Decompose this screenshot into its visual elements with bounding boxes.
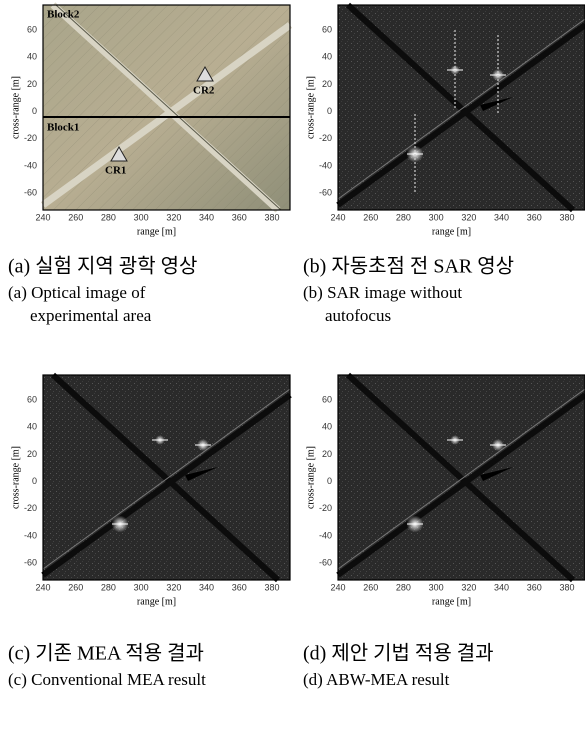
- y-tick-label: 40: [27, 52, 37, 62]
- caption-english: autofocus: [325, 306, 391, 325]
- panel: Block2 Block1 CR2 CR1 240 260 280 300 320 340 360 3…: [10, 5, 290, 237]
- x-tick-label: 240: [35, 212, 50, 222]
- annotation: Block1: [47, 122, 79, 134]
- y-tick-label: 40: [27, 422, 37, 432]
- x-tick-label: 360: [527, 212, 542, 222]
- x-tick-label: 360: [232, 212, 247, 222]
- page: Block2 Block1 CR2 CR1 240 260 280 300 320 340 360 3…: [0, 0, 585, 729]
- caption-korean: (a) 실험 지역 광학 영상: [8, 255, 197, 278]
- y-tick-label: 60: [322, 24, 332, 34]
- y-tick-label: -40: [24, 530, 37, 540]
- y-tick-label: 40: [322, 422, 332, 432]
- y-tick-label: 60: [27, 394, 37, 404]
- x-tick-label: 240: [330, 212, 345, 222]
- y-tick-label: -20: [319, 133, 332, 143]
- x-tick-label: 380: [264, 582, 279, 592]
- x-tick-label: 340: [199, 212, 214, 222]
- y-tick-label: 0: [327, 476, 332, 486]
- x-tick-label: 280: [101, 212, 116, 222]
- panel: 240 260 280 300 320 340 360 380 60 40 20 0 -20 -40 -60…: [305, 5, 585, 237]
- x-tick-label: 300: [429, 212, 444, 222]
- y-tick-label: 20: [27, 79, 37, 89]
- x-tick-label: 280: [396, 582, 411, 592]
- y-tick-label: -20: [24, 503, 37, 513]
- caption-korean: (d) 제안 기법 적용 결과: [303, 642, 494, 665]
- x-tick-label: 300: [134, 582, 149, 592]
- y-tick-label: 40: [322, 52, 332, 62]
- y-tick-label: 0: [32, 476, 37, 486]
- y-tick-label: 60: [27, 24, 37, 34]
- x-tick-label: 380: [264, 212, 279, 222]
- y-tick-label: 20: [27, 449, 37, 459]
- y-tick-label: -60: [24, 188, 37, 198]
- x-tick-label: 240: [35, 582, 50, 592]
- x-axis-label: range [m]: [432, 596, 471, 607]
- x-tick-label: 340: [494, 582, 509, 592]
- caption-english: (b) SAR image without: [303, 283, 462, 302]
- y-tick-label: 0: [327, 106, 332, 116]
- caption-korean: (c) 기존 MEA 적용 결과: [8, 642, 204, 665]
- x-tick-label: 320: [461, 582, 476, 592]
- caption-korean: (b) 자동초점 전 SAR 영상: [303, 255, 514, 278]
- x-tick-label: 260: [68, 212, 83, 222]
- x-tick-label: 260: [363, 582, 378, 592]
- y-tick-label: 20: [322, 79, 332, 89]
- caption-english: experimental area: [30, 306, 152, 325]
- y-tick-label: -20: [24, 133, 37, 143]
- y-tick-label: -40: [319, 160, 332, 170]
- x-tick-label: 280: [396, 212, 411, 222]
- x-axis-label: range [m]: [432, 226, 471, 237]
- x-tick-label: 240: [330, 582, 345, 592]
- x-tick-label: 280: [101, 582, 116, 592]
- annotation: CR2: [193, 85, 215, 97]
- x-axis-label: range [m]: [137, 226, 176, 237]
- panel: 240 260 280 300 320 340 360 380 60 40 20 0 -20 -40 -60…: [305, 375, 585, 607]
- y-axis-label: cross-range [m]: [10, 76, 21, 139]
- caption-english: (a) Optical image of: [8, 283, 146, 302]
- x-tick-label: 360: [232, 582, 247, 592]
- caption-english: (c) Conventional MEA result: [8, 670, 206, 689]
- figure: Block2 Block1 CR2 CR1 240 260 280 300 320 340 360 3…: [0, 0, 585, 729]
- x-tick-label: 260: [68, 582, 83, 592]
- y-tick-label: -60: [319, 188, 332, 198]
- y-axis-label: cross-range [m]: [305, 446, 316, 509]
- x-axis-label: range [m]: [137, 596, 176, 607]
- x-tick-label: 340: [494, 212, 509, 222]
- y-axis-label: cross-range [m]: [305, 76, 316, 139]
- annotation: CR1: [105, 165, 126, 177]
- caption-english: (d) ABW-MEA result: [303, 670, 450, 689]
- y-tick-label: -40: [24, 160, 37, 170]
- panel: 240 260 280 300 320 340 360 380 60 40 20 0 -20 -40 -60…: [10, 375, 290, 607]
- x-tick-label: 340: [199, 582, 214, 592]
- y-tick-label: -60: [24, 558, 37, 568]
- y-tick-label: -40: [319, 530, 332, 540]
- y-tick-label: -20: [319, 503, 332, 513]
- x-tick-label: 380: [559, 582, 574, 592]
- x-tick-label: 380: [559, 212, 574, 222]
- y-tick-label: 0: [32, 106, 37, 116]
- y-tick-label: 20: [322, 449, 332, 459]
- x-tick-label: 320: [461, 212, 476, 222]
- x-tick-label: 320: [166, 212, 181, 222]
- x-tick-label: 320: [166, 582, 181, 592]
- annotation: Block2: [47, 9, 80, 21]
- y-tick-label: 60: [322, 394, 332, 404]
- x-tick-label: 300: [134, 212, 149, 222]
- x-tick-label: 260: [363, 212, 378, 222]
- x-tick-label: 360: [527, 582, 542, 592]
- y-axis-label: cross-range [m]: [10, 446, 21, 509]
- x-tick-label: 300: [429, 582, 444, 592]
- y-tick-label: -60: [319, 558, 332, 568]
